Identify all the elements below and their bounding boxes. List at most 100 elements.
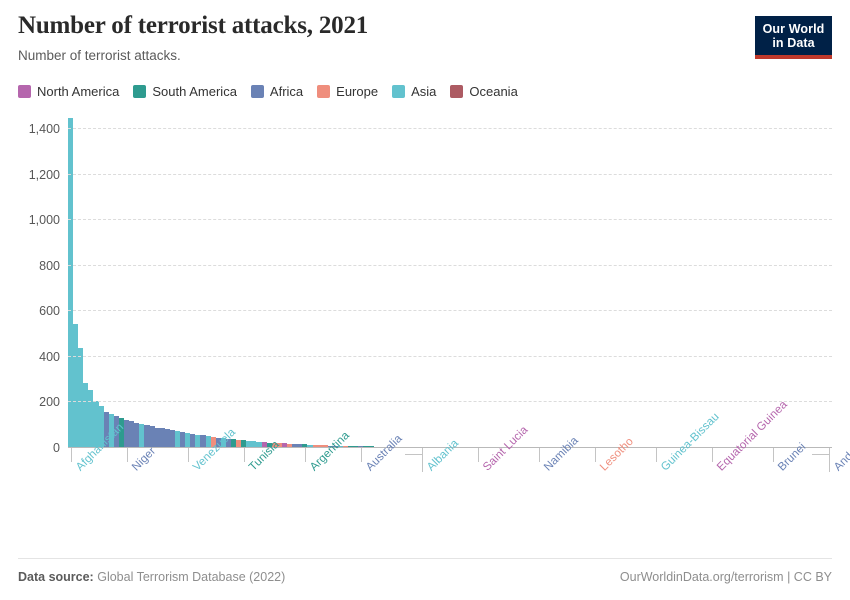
x-axis-range-bracket (812, 454, 831, 472)
bar[interactable] (200, 435, 206, 448)
x-axis-tick (656, 448, 658, 462)
bar[interactable] (73, 323, 79, 448)
legend-swatch-icon (450, 85, 464, 98)
bar[interactable] (154, 427, 160, 448)
bar[interactable] (322, 445, 328, 448)
bar[interactable] (307, 444, 313, 448)
data-source-value: Global Terrorism Database (2022) (97, 570, 286, 584)
legend-item-north-america[interactable]: North America (18, 84, 119, 99)
bar[interactable] (241, 440, 247, 448)
y-axis-tick-label: 200 (39, 395, 60, 410)
bar[interactable] (231, 439, 237, 448)
x-axis-tick-label[interactable]: Niger (129, 445, 158, 474)
bar[interactable] (190, 433, 196, 448)
x-axis-tick (187, 448, 189, 462)
bar[interactable] (220, 438, 226, 448)
our-world-in-data-logo[interactable]: Our World in Data (755, 16, 832, 59)
bar[interactable] (251, 441, 257, 448)
chart-footer: Data source: Global Terrorism Database (… (18, 558, 832, 584)
bar[interactable] (68, 118, 74, 448)
x-axis-tick (70, 448, 72, 462)
bar[interactable] (287, 443, 293, 448)
x-axis-range-bracket (404, 454, 423, 472)
gridline: 600 (39, 304, 832, 318)
bar[interactable] (271, 443, 277, 448)
y-axis-tick-label: 400 (39, 349, 60, 364)
bar[interactable] (276, 443, 282, 448)
bar[interactable] (185, 432, 191, 448)
bar[interactable] (266, 442, 272, 448)
bar[interactable] (195, 434, 201, 448)
gridline: 800 (39, 259, 832, 273)
bar[interactable] (348, 445, 354, 448)
bar[interactable] (317, 445, 323, 448)
bar[interactable] (103, 411, 109, 448)
bar[interactable] (261, 442, 267, 448)
bar[interactable] (139, 423, 145, 448)
plot-area: 0 200 400 600 800 1,000 1,200 1,400 (29, 118, 833, 455)
y-axis-tick-label: 1,400 (28, 122, 60, 137)
bar[interactable] (256, 441, 262, 448)
bar[interactable] (332, 445, 338, 448)
x-axis-tick-label[interactable]: Andorra (832, 435, 850, 474)
x-axis-tick (243, 448, 245, 462)
y-axis-tick-label: 1,200 (28, 167, 60, 182)
bar[interactable] (297, 444, 303, 448)
bar[interactable] (292, 443, 298, 448)
bar[interactable] (144, 425, 150, 448)
bar[interactable] (327, 445, 333, 448)
bar[interactable] (302, 444, 308, 448)
legend-item-africa[interactable]: Africa (250, 84, 304, 99)
bar[interactable] (236, 439, 242, 448)
x-axis-tick (304, 448, 306, 462)
bar[interactable] (164, 429, 170, 448)
x-axis-tick (712, 448, 714, 462)
legend-swatch-icon (392, 85, 406, 98)
x-axis-tick (360, 448, 362, 462)
legend-item-label: South America (152, 84, 237, 99)
bar[interactable] (205, 436, 211, 448)
logo-line-1: Our World (762, 22, 825, 36)
bar[interactable] (98, 405, 104, 448)
attribution-link[interactable]: OurWorldinData.org/terrorism | CC BY (619, 570, 832, 584)
bar[interactable] (210, 436, 216, 448)
legend-item-oceania[interactable]: Oceania (450, 84, 518, 99)
chart-subtitle: Number of terrorist attacks. (18, 47, 181, 63)
bar[interactable] (169, 430, 175, 448)
bar[interactable] (134, 422, 140, 448)
legend-item-south-america[interactable]: South America (133, 84, 237, 99)
bar[interactable] (225, 438, 231, 448)
bar[interactable] (343, 445, 349, 448)
legend-item-asia[interactable]: Asia (392, 84, 436, 99)
bar[interactable] (108, 413, 114, 448)
bar[interactable] (159, 428, 165, 448)
bar[interactable] (149, 426, 155, 448)
bar[interactable] (215, 437, 221, 448)
data-source-label: Data source: (18, 570, 94, 584)
bar[interactable] (129, 421, 135, 448)
bar[interactable] (246, 440, 252, 448)
legend-swatch-icon (250, 85, 264, 98)
gridline: 400 (39, 350, 832, 364)
bar[interactable] (118, 417, 125, 448)
y-axis-tick-label: 600 (39, 304, 60, 319)
bar[interactable] (93, 401, 99, 448)
bar[interactable] (174, 431, 181, 448)
bar[interactable] (113, 416, 119, 448)
bar[interactable] (88, 389, 94, 448)
bar[interactable] (281, 443, 288, 448)
legend-item-europe[interactable]: Europe (317, 84, 378, 99)
bar[interactable] (337, 445, 344, 448)
bar[interactable] (312, 444, 318, 448)
bar[interactable] (180, 432, 186, 448)
x-axis: Afghanistan Niger Venezuela Tunisia Argentin… (68, 399, 850, 568)
bar[interactable] (78, 347, 84, 448)
x-axis-tick (478, 448, 479, 462)
x-axis-tick (539, 448, 541, 462)
legend-item-label: Africa (269, 84, 304, 99)
bar[interactable] (124, 419, 130, 448)
bar-series (68, 118, 833, 448)
bar[interactable] (83, 383, 89, 448)
page-title: Number of terrorist attacks, 2021 (18, 12, 369, 39)
